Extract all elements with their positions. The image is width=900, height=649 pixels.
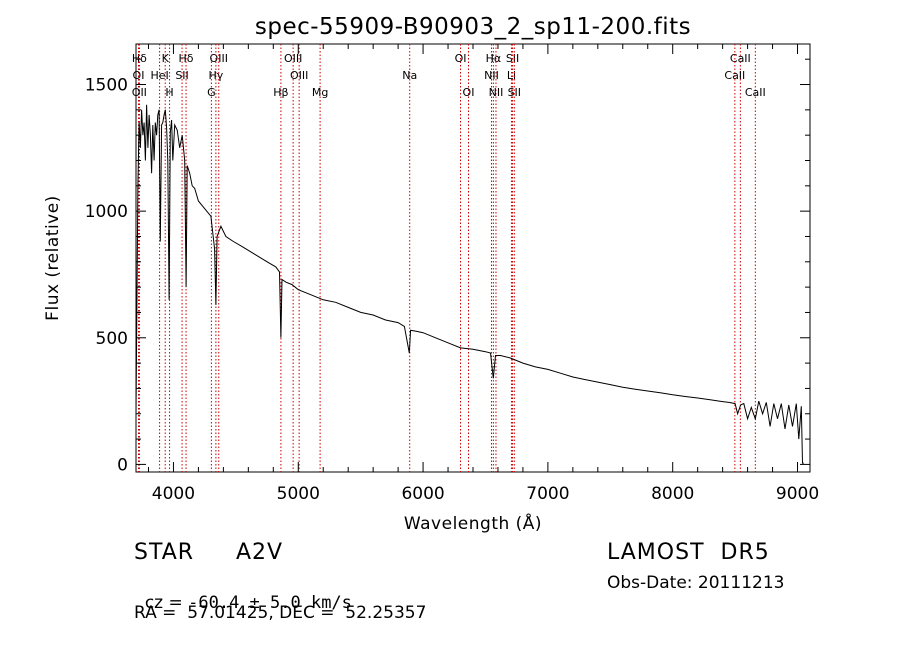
- cz-label: cz =: [144, 593, 189, 613]
- cz-value: -60.4 ± 5.0 km/s: [188, 593, 352, 613]
- marker-label: CaII: [730, 52, 751, 65]
- marker-label: Li: [507, 69, 516, 82]
- marker-label: NII: [489, 86, 504, 99]
- marker-label: CaII: [745, 86, 766, 99]
- marker-label: OIII: [284, 52, 302, 65]
- y-tick-label: 1500: [85, 76, 128, 96]
- y-tick-label: 1000: [85, 202, 128, 222]
- survey-name: LAMOST DR5: [607, 540, 770, 565]
- x-tick-label: 6000: [401, 484, 444, 504]
- marker-label: OIII: [210, 52, 228, 65]
- marker-label: OIII: [290, 69, 308, 82]
- y-tick-label: 500: [96, 329, 128, 349]
- marker-label: Hδ: [179, 52, 194, 65]
- x-tick-label: 5000: [277, 484, 320, 504]
- marker-label: OI: [133, 69, 145, 82]
- marker-label: Mg: [312, 86, 328, 99]
- marker-label: OI: [463, 86, 475, 99]
- marker-label: Na: [402, 69, 417, 82]
- object-subclass: A2V: [236, 540, 284, 565]
- marker-label: Hα: [486, 52, 502, 65]
- y-axis: 0 500 1000 1500: [85, 58, 810, 475]
- marker-label: SII: [175, 69, 188, 82]
- marker-label: HeI: [150, 69, 168, 82]
- obs-date: Obs-Date: 20111213: [607, 573, 785, 593]
- x-tick-label: 4000: [152, 484, 195, 504]
- spectrum-line: [135, 104, 804, 464]
- y-axis-label: Flux (relative): [43, 195, 63, 321]
- spectral-line-markers: HδOIOIIKHeIHHδSIIOIIIHγGHβOIIIOIIIMgNaOI…: [132, 44, 766, 472]
- marker-label: G: [207, 86, 216, 99]
- x-axis-label: Wavelength (Å): [404, 512, 542, 534]
- x-tick-label: 9000: [776, 484, 819, 504]
- marker-label: K: [162, 52, 170, 65]
- marker-label: OI: [455, 52, 467, 65]
- chart-title: spec-55909-B90903_2_sp11-200.fits: [255, 14, 691, 40]
- marker-label: Hβ: [273, 86, 288, 99]
- x-axis: 4000 5000 6000 7000 8000 9000: [147, 44, 819, 504]
- marker-label: H: [165, 86, 173, 99]
- x-tick-label: 7000: [526, 484, 569, 504]
- marker-label: SII: [506, 52, 519, 65]
- redshift-row: cz = -60.4 ± 5.0 km/s: [134, 573, 352, 613]
- marker-label: SII: [508, 86, 521, 99]
- y-tick-label: 0: [117, 455, 128, 475]
- marker-label: CaII: [724, 69, 745, 82]
- marker-label: Hγ: [208, 69, 223, 82]
- marker-label: NII: [484, 69, 499, 82]
- plot-frame: [135, 43, 811, 473]
- object-type: STAR: [134, 540, 195, 565]
- ra-dec: RA = 57.01425, DEC = 52.25357: [134, 603, 427, 623]
- marker-label: OII: [132, 86, 147, 99]
- x-tick-label: 8000: [651, 484, 694, 504]
